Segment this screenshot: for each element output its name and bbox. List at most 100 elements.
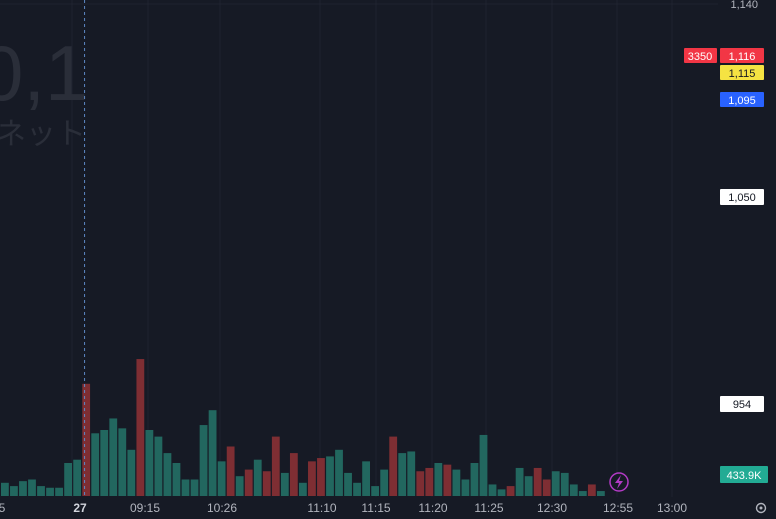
- watermark: 0,1 ネット: [0, 29, 88, 151]
- svg-text:1,050: 1,050: [728, 192, 756, 204]
- volume-bar: [569, 484, 578, 496]
- x-tick-label: 09:15: [130, 501, 160, 515]
- x-tick-label: 11:15: [361, 501, 390, 515]
- vwap-label: 1,095: [720, 92, 764, 107]
- countdown-label: 3350: [684, 48, 717, 63]
- volume-bar: [533, 467, 542, 496]
- volume-bar: [524, 476, 533, 496]
- volume-bar: [380, 469, 389, 496]
- volume-bar: [253, 459, 262, 496]
- volume-bar: [344, 472, 352, 496]
- volume-bar: [407, 451, 416, 496]
- volume-bar: [416, 471, 425, 496]
- volume-bar: [28, 479, 36, 496]
- volume-bar: [109, 418, 118, 496]
- x-tick-label: 10:26: [207, 501, 237, 515]
- svg-text:1,095: 1,095: [728, 95, 756, 107]
- volume-bar: [335, 449, 343, 496]
- yellow-line-label: 1,115: [720, 65, 764, 80]
- volume-bar: [208, 410, 217, 496]
- volume-bar: [154, 436, 163, 496]
- volume-bar: [596, 491, 605, 496]
- volume-bar: [244, 469, 253, 496]
- svg-text:954: 954: [733, 399, 751, 411]
- volume-bar: [587, 484, 596, 496]
- x-tick-label: 13:00: [657, 501, 687, 515]
- volume-bar: [398, 453, 407, 496]
- volume-bar: [226, 446, 235, 496]
- volume-bar: [100, 430, 109, 496]
- volume-bar: [145, 430, 154, 496]
- volume-bar: [461, 479, 470, 496]
- level-954-label[interactable]: 954: [720, 396, 764, 412]
- volume-bar: [443, 464, 452, 496]
- volume-bar: [136, 359, 145, 496]
- x-tick-label: 11:20: [418, 501, 447, 515]
- volume-bar: [551, 471, 560, 496]
- lightning-icon[interactable]: [609, 472, 629, 492]
- volume-bars: [1, 359, 605, 496]
- volume-bar: [37, 486, 45, 496]
- x-tick-label: 12:30: [537, 501, 567, 515]
- x-tick-label: 11:10: [307, 501, 336, 515]
- volume-bar: [515, 467, 524, 496]
- watermark-big: 0,1: [0, 29, 88, 117]
- volume-bar: [497, 489, 506, 496]
- volume-bar: [55, 487, 63, 496]
- volume-bar: [190, 479, 199, 496]
- volume-bar: [118, 428, 127, 496]
- svg-text:3350: 3350: [688, 51, 712, 63]
- volume-bar: [298, 482, 307, 496]
- volume-bar: [289, 453, 298, 496]
- volume-bar: [1, 482, 9, 496]
- volume-bar: [578, 491, 587, 496]
- volume-bar: [172, 463, 181, 496]
- volume-bar: [235, 476, 244, 496]
- volume-bar: [506, 486, 515, 496]
- volume-bar: [353, 482, 361, 496]
- volume-bar: [362, 461, 370, 496]
- svg-text:433.9K: 433.9K: [727, 470, 763, 482]
- volume-bar: [452, 469, 461, 496]
- volume-bar: [271, 436, 280, 496]
- volume-bar: [46, 487, 54, 496]
- volume-bar: [163, 453, 172, 496]
- volume-bar: [217, 461, 226, 496]
- last-price-label: 1,116: [720, 48, 764, 63]
- volume-bar: [326, 456, 334, 496]
- x-tick-label: 5: [0, 501, 6, 515]
- volume-bar: [181, 479, 190, 496]
- volume-bar: [127, 449, 136, 496]
- volume-bar: [82, 383, 91, 496]
- volume-bar: [19, 481, 27, 496]
- volume-bar: [488, 484, 497, 496]
- x-tick-label: 11:25: [474, 501, 503, 515]
- svg-text:1,116: 1,116: [729, 51, 756, 63]
- x-tick-label: 27: [73, 501, 87, 515]
- svg-text:1,115: 1,115: [729, 68, 756, 80]
- volume-bar: [73, 459, 82, 496]
- volume-bar: [389, 436, 398, 496]
- volume-bar: [371, 486, 380, 496]
- volume-bar: [470, 463, 479, 496]
- y-tick-label: 1,140: [730, 0, 758, 11]
- x-axis: 5 27 09:15 10:26 11:10 11:15 11:20 11:25 12:30 12…: [0, 501, 687, 515]
- volume-bar: [317, 458, 325, 496]
- level-1050-label[interactable]: 1,050: [720, 189, 764, 205]
- volume-bar: [542, 479, 551, 496]
- volume-label: 433.9K: [720, 466, 768, 483]
- volume-bar: [91, 433, 100, 496]
- settings-gear-icon[interactable]: [755, 502, 767, 514]
- watermark-small: ネット: [0, 118, 86, 151]
- volume-bar: [560, 472, 569, 496]
- volume-bar: [10, 486, 18, 496]
- grid: [0, 0, 718, 497]
- volume-bar: [308, 461, 316, 496]
- volume-bar: [262, 471, 271, 496]
- volume-bar: [64, 463, 73, 496]
- volume-bar: [425, 467, 434, 496]
- volume-bar: [434, 463, 443, 496]
- x-tick-label: 12:55: [603, 501, 633, 515]
